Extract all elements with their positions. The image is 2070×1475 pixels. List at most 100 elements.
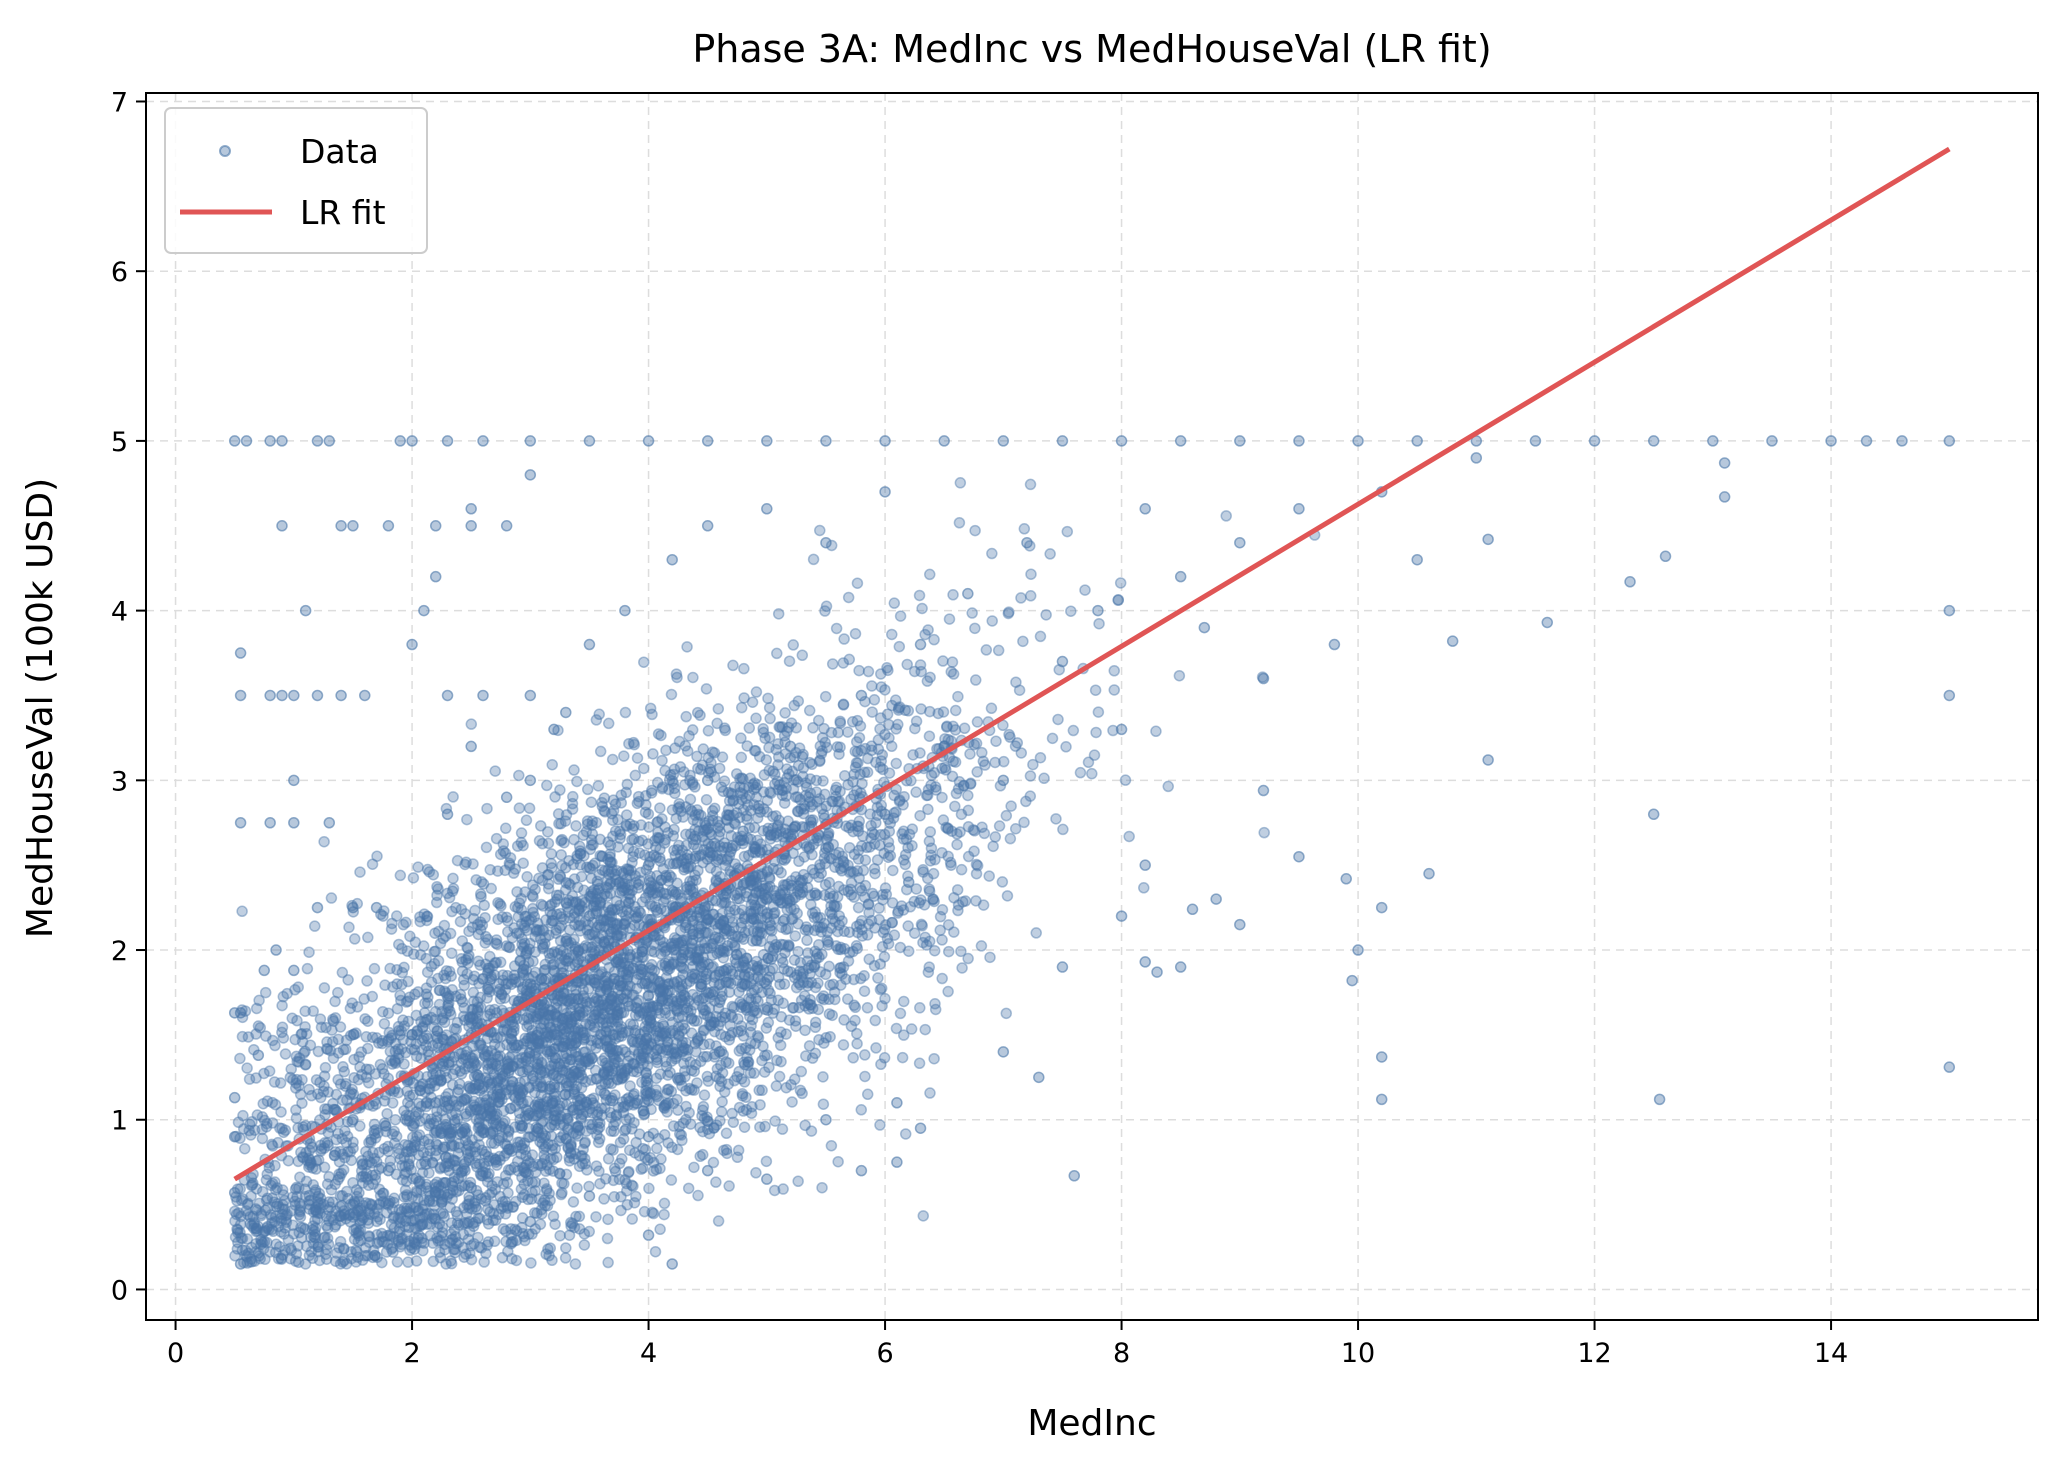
data-point xyxy=(572,776,582,786)
data-point xyxy=(345,1003,355,1013)
data-point xyxy=(452,1210,462,1220)
data-point xyxy=(603,980,613,990)
data-point xyxy=(538,901,548,911)
data-point xyxy=(955,827,965,837)
data-point xyxy=(545,1064,555,1074)
data-point xyxy=(525,803,535,813)
data-point xyxy=(297,1233,307,1243)
data-point xyxy=(824,1009,834,1019)
data-point xyxy=(269,1197,279,1207)
data-point xyxy=(937,905,947,915)
data-point xyxy=(475,1242,485,1252)
data-point xyxy=(639,763,649,773)
data-point xyxy=(448,1080,458,1090)
data-point xyxy=(798,876,808,886)
data-point xyxy=(759,770,769,780)
data-point xyxy=(421,1101,431,1111)
data-point xyxy=(775,1072,785,1082)
data-point xyxy=(924,836,934,846)
data-point xyxy=(613,815,623,825)
data-point xyxy=(848,1053,858,1063)
data-point xyxy=(444,1100,454,1110)
data-point xyxy=(948,756,958,766)
data-point xyxy=(875,1120,885,1130)
data-point xyxy=(1109,685,1119,695)
data-point xyxy=(1006,801,1016,811)
data-point xyxy=(286,1064,296,1074)
data-point xyxy=(669,825,679,835)
data-point xyxy=(874,903,884,913)
data-point xyxy=(302,1156,312,1166)
data-point xyxy=(568,1197,578,1207)
data-point xyxy=(800,925,810,935)
data-point xyxy=(803,978,813,988)
data-point xyxy=(688,969,698,979)
data-point xyxy=(361,1072,371,1082)
data-point xyxy=(717,1012,727,1022)
data-point xyxy=(630,770,640,780)
data-point xyxy=(805,706,815,716)
data-point xyxy=(997,877,1007,887)
data-point xyxy=(870,869,880,879)
data-point xyxy=(873,744,883,754)
data-point xyxy=(703,726,713,736)
data-point xyxy=(1066,606,1076,616)
data-point xyxy=(963,790,973,800)
data-point xyxy=(464,926,474,936)
data-point xyxy=(496,849,506,859)
data-point xyxy=(908,750,918,760)
data-point xyxy=(828,891,838,901)
data-point xyxy=(379,1237,389,1247)
data-point xyxy=(653,907,663,917)
data-point xyxy=(555,1231,565,1241)
data-point xyxy=(854,666,864,676)
data-point xyxy=(948,771,958,781)
data-point xyxy=(643,809,653,819)
data-point xyxy=(884,768,894,778)
data-point xyxy=(583,816,593,826)
data-point xyxy=(662,1042,672,1052)
data-point xyxy=(1139,883,1149,893)
data-point xyxy=(571,821,581,831)
data-point xyxy=(476,1194,486,1204)
data-point xyxy=(448,886,458,896)
data-point xyxy=(618,1108,628,1118)
data-point xyxy=(334,1157,344,1167)
data-point xyxy=(944,614,954,624)
data-point xyxy=(346,1031,356,1041)
data-point xyxy=(262,1237,272,1247)
data-point xyxy=(608,795,618,805)
data-point xyxy=(302,964,312,974)
data-point xyxy=(392,965,402,975)
data-point xyxy=(770,1116,780,1126)
data-point xyxy=(412,1051,422,1061)
data-point xyxy=(887,629,897,639)
data-point xyxy=(390,1115,400,1125)
data-point xyxy=(479,1257,489,1267)
data-point xyxy=(1026,569,1036,579)
data-point xyxy=(561,1169,571,1179)
data-point xyxy=(530,885,540,895)
data-point xyxy=(846,890,856,900)
data-point xyxy=(1061,742,1071,752)
data-point xyxy=(744,926,754,936)
data-point xyxy=(690,782,700,792)
data-point xyxy=(385,1156,395,1166)
data-point xyxy=(867,888,877,898)
data-point xyxy=(949,669,959,679)
data-point xyxy=(810,888,820,898)
data-point xyxy=(737,703,747,713)
data-point xyxy=(948,590,958,600)
data-point xyxy=(876,682,886,692)
data-point xyxy=(486,1129,496,1139)
data-point xyxy=(625,1145,635,1155)
data-point xyxy=(751,713,761,723)
data-point xyxy=(461,1050,471,1060)
data-point xyxy=(1041,610,1051,620)
data-point xyxy=(505,942,515,952)
data-point xyxy=(1025,771,1035,781)
data-point xyxy=(1151,726,1161,736)
data-point xyxy=(690,853,700,863)
data-point xyxy=(761,1023,771,1033)
data-point xyxy=(430,946,440,956)
